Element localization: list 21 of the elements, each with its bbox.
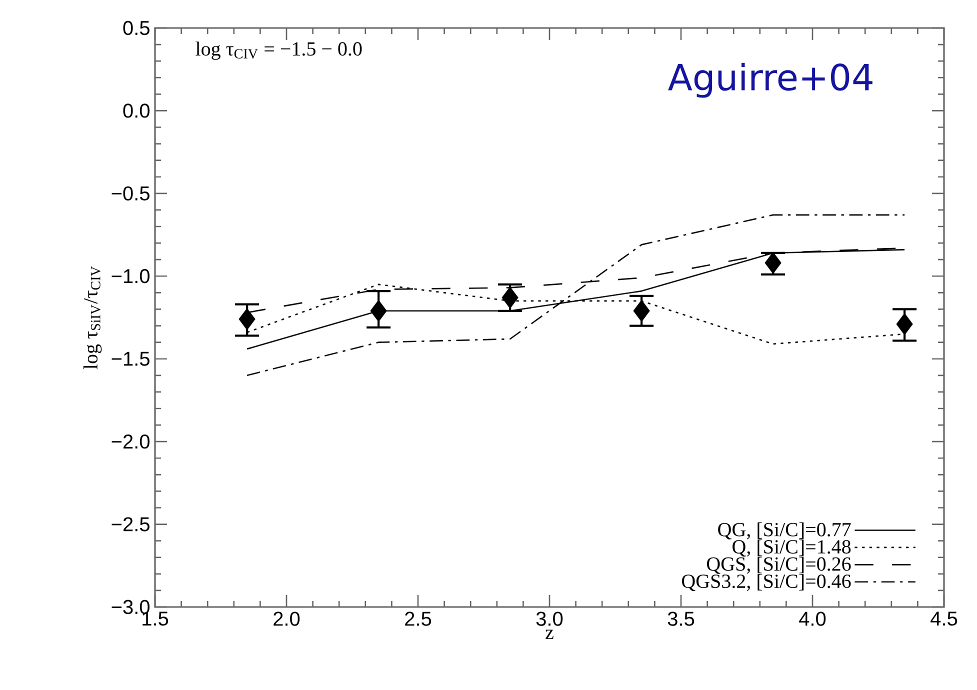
y-axis-title: log τ$_{SiIV}$/τ$_{CIV}$ [83,266,102,370]
y-tick-label: −1.5 [112,352,150,366]
y-tick-label: −0.5 [112,186,150,200]
x-axis-title: z [546,630,554,639]
x-tick-label: 3.5 [668,612,694,626]
x-tick-label: 2.0 [274,612,300,626]
y-tick-label: −2.5 [112,517,150,532]
y-tick-label: 0.0 [123,104,150,118]
legend-label: Q, [Si/C]=1.48 [732,540,851,557]
x-tick-label: 4.0 [799,612,826,626]
legend-label: QG, [Si/C]=0.77 [718,522,851,540]
x-tick-label: 3.0 [536,612,563,626]
y-tick-label: −2.0 [112,434,150,449]
annotation: log τ$_{CIV}$ = −1.5 − 0.0 [196,42,362,60]
legend-label: QGS3.2, [Si/C]=0.46 [682,574,851,592]
x-tick-label: 4.5 [930,612,958,626]
legend-label: QGS, [Si/C]=0.26 [706,556,851,574]
annotation: Aguirre+04 [668,62,872,98]
y-tick-label: 0.5 [123,20,150,36]
x-tick-label: 2.5 [405,612,432,626]
y-tick-label: −1.0 [112,269,150,284]
